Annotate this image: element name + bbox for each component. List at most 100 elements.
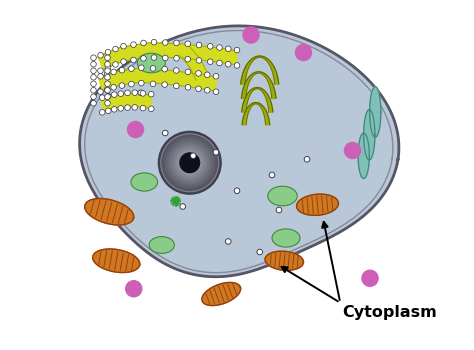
Circle shape (276, 207, 282, 213)
Circle shape (131, 42, 137, 47)
Circle shape (162, 66, 167, 72)
Circle shape (128, 81, 134, 87)
Circle shape (132, 105, 137, 110)
Polygon shape (180, 47, 208, 80)
Circle shape (111, 92, 117, 97)
Circle shape (189, 162, 191, 164)
Circle shape (118, 91, 124, 97)
Circle shape (113, 46, 118, 52)
Ellipse shape (149, 237, 174, 253)
Circle shape (91, 88, 96, 93)
Circle shape (105, 88, 110, 93)
Circle shape (141, 56, 146, 61)
Circle shape (196, 86, 201, 92)
Circle shape (98, 68, 103, 74)
Circle shape (168, 141, 212, 185)
Circle shape (105, 75, 110, 80)
Circle shape (105, 108, 111, 114)
Circle shape (226, 61, 231, 67)
Circle shape (167, 140, 213, 186)
Circle shape (161, 134, 219, 192)
Polygon shape (265, 251, 303, 270)
Circle shape (179, 152, 201, 174)
Circle shape (174, 147, 206, 178)
Circle shape (173, 199, 178, 203)
Circle shape (172, 145, 208, 181)
Circle shape (98, 52, 103, 58)
Circle shape (105, 81, 110, 86)
Circle shape (173, 83, 179, 89)
Circle shape (98, 74, 103, 79)
Circle shape (185, 84, 191, 90)
Circle shape (105, 68, 110, 74)
Circle shape (111, 106, 117, 112)
Circle shape (345, 142, 361, 159)
Circle shape (91, 81, 96, 86)
Circle shape (140, 105, 146, 111)
Circle shape (166, 139, 214, 187)
Circle shape (105, 100, 110, 106)
Circle shape (178, 151, 201, 174)
Circle shape (181, 154, 199, 172)
Circle shape (151, 55, 157, 60)
Circle shape (159, 132, 220, 194)
Circle shape (163, 40, 168, 45)
Circle shape (138, 90, 144, 96)
Circle shape (163, 135, 217, 190)
Circle shape (132, 90, 137, 96)
Circle shape (175, 148, 204, 177)
Circle shape (217, 45, 222, 50)
Circle shape (128, 121, 144, 138)
Circle shape (185, 158, 194, 167)
Polygon shape (202, 282, 241, 306)
Circle shape (138, 65, 144, 70)
Circle shape (234, 47, 240, 53)
Circle shape (185, 69, 191, 75)
Circle shape (187, 160, 192, 166)
Circle shape (191, 153, 196, 159)
Polygon shape (98, 68, 217, 91)
Circle shape (105, 65, 111, 70)
Circle shape (171, 144, 208, 181)
Circle shape (91, 62, 96, 67)
Circle shape (185, 41, 191, 47)
Ellipse shape (131, 173, 157, 191)
Circle shape (188, 161, 191, 165)
Polygon shape (80, 26, 399, 277)
Circle shape (111, 85, 117, 90)
Circle shape (208, 43, 213, 49)
Circle shape (204, 88, 210, 93)
Circle shape (182, 155, 197, 170)
Circle shape (180, 204, 185, 209)
Circle shape (138, 80, 144, 86)
Circle shape (126, 281, 142, 297)
Circle shape (119, 67, 125, 73)
Circle shape (162, 82, 167, 88)
Circle shape (91, 94, 96, 99)
Circle shape (105, 62, 110, 67)
Circle shape (208, 59, 213, 64)
Circle shape (169, 141, 211, 184)
Circle shape (128, 66, 134, 71)
Circle shape (175, 148, 205, 178)
Circle shape (140, 91, 146, 96)
Circle shape (98, 89, 103, 95)
Circle shape (121, 59, 126, 64)
Circle shape (226, 46, 231, 51)
Circle shape (119, 83, 125, 89)
Circle shape (105, 94, 110, 99)
Circle shape (131, 57, 137, 63)
Circle shape (160, 133, 219, 193)
Circle shape (100, 95, 105, 100)
Circle shape (141, 40, 146, 46)
Circle shape (173, 68, 179, 73)
Circle shape (170, 144, 209, 182)
Circle shape (100, 110, 105, 115)
Polygon shape (364, 110, 375, 160)
Circle shape (150, 81, 156, 87)
Circle shape (182, 155, 198, 171)
Circle shape (362, 270, 378, 286)
Circle shape (163, 130, 168, 136)
Circle shape (196, 58, 202, 63)
Circle shape (204, 72, 210, 78)
